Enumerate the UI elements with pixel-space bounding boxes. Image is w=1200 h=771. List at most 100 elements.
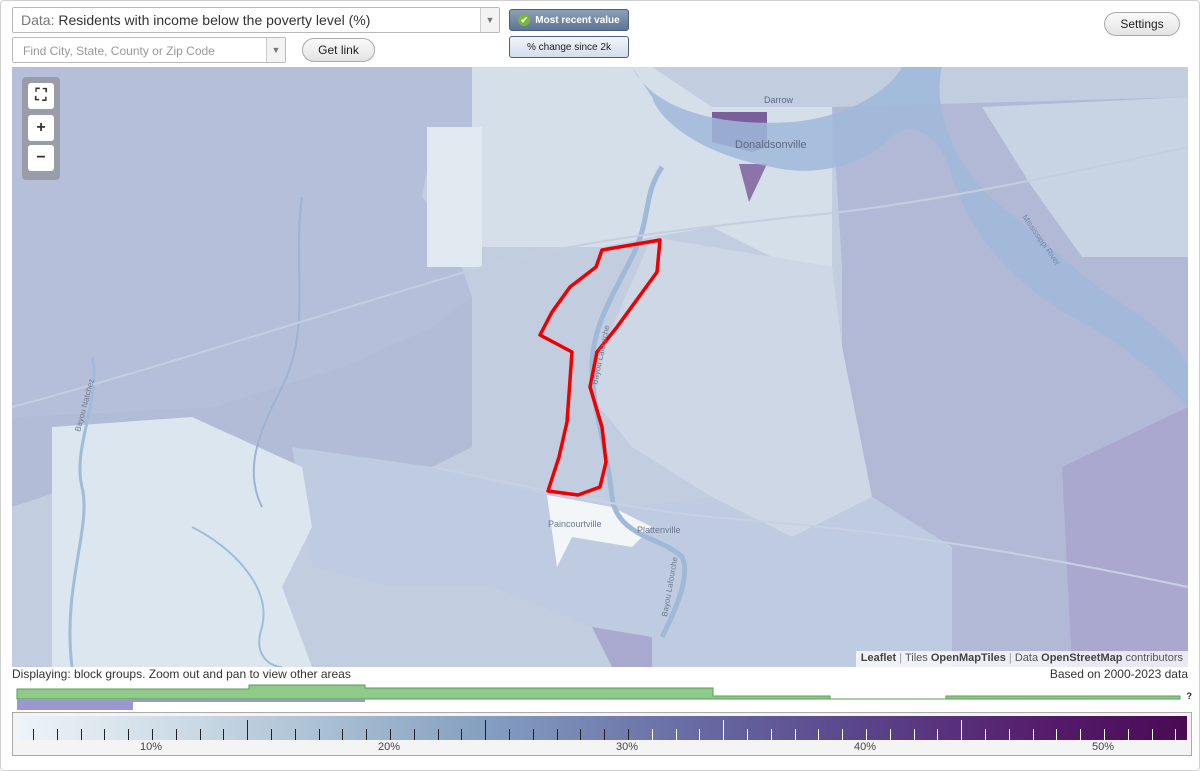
block-group-lowland[interactable]: [52, 417, 312, 667]
unknown-value-mark: ?: [1186, 691, 1193, 701]
legend-tick-label: 20%: [377, 741, 401, 753]
block-group-south-patch[interactable]: [592, 627, 652, 667]
legend-minor-tick: [532, 729, 534, 740]
percent-change-toggle[interactable]: % change since 2k: [509, 36, 629, 58]
place-label-darrow: Darrow: [764, 95, 794, 105]
openmaptiles-link[interactable]: OpenMapTiles: [930, 652, 1006, 664]
bayou-natchez: [68, 356, 96, 667]
legend-minor-tick: [1032, 729, 1034, 740]
place-label-donaldsonville: Donaldsonville: [735, 139, 807, 151]
zoom-in-icon[interactable]: +: [28, 115, 54, 141]
legend-major-tick: [247, 720, 249, 740]
legend-minor-tick: [509, 729, 510, 740]
legend-minor-tick: [342, 729, 344, 740]
legend-minor-tick: [271, 729, 272, 740]
place-label-plattenville: Plattenville: [637, 525, 681, 535]
block-group-west[interactable]: [12, 67, 472, 417]
block-group-northeast[interactable]: [982, 97, 1188, 257]
legend-minor-tick: [699, 729, 701, 740]
most-recent-value-toggle[interactable]: ✔ Most recent value: [509, 9, 629, 31]
legend-minor-tick: [56, 729, 58, 740]
histogram-selection-bar: [17, 699, 249, 702]
legend-minor-tick: [1175, 729, 1177, 740]
histogram-area: [16, 684, 1181, 700]
legend-minor-tick: [794, 729, 796, 740]
data-variable-select[interactable]: Data: Residents with income below the po…: [12, 7, 500, 33]
color-scale-bar: [17, 716, 1187, 740]
get-link-button[interactable]: Get link: [302, 38, 375, 62]
data-variable-value: Residents with income below the poverty …: [58, 12, 371, 28]
histogram-selection-bar: [17, 702, 133, 710]
legend-minor-tick: [842, 729, 844, 740]
legend-minor-tick: [675, 729, 677, 740]
legend-minor-tick: [175, 729, 177, 740]
map-canvas[interactable]: Darrow Donaldsonville Paincourtville Pla…: [12, 67, 1188, 667]
legend-major-tick: [723, 720, 725, 740]
legend-minor-tick: [556, 729, 558, 740]
legend-minor-tick: [1008, 729, 1010, 740]
block-group-north-strip[interactable]: [427, 127, 482, 267]
block-group-southeast[interactable]: [1062, 407, 1188, 667]
zoom-out-icon[interactable]: −: [28, 145, 54, 171]
legend-minor-tick: [818, 729, 820, 740]
legend-minor-tick: [937, 729, 939, 740]
legend-minor-tick: [1151, 729, 1153, 740]
legend-minor-tick: [294, 729, 296, 740]
checkmark-icon: ✔: [518, 14, 531, 26]
legend-tick-label: 30%: [615, 741, 639, 753]
legend-tick-label: 40%: [853, 741, 877, 753]
legend-minor-tick: [1104, 729, 1105, 740]
highway-road: [12, 146, 1188, 408]
fullscreen-icon[interactable]: ⛶: [28, 83, 54, 109]
most-recent-value-label: Most recent value: [535, 14, 620, 26]
legend-major-tick: [485, 720, 487, 740]
legend-minor-tick: [199, 729, 201, 740]
color-scale-legend[interactable]: 10% 20% 30% 40% 50%: [12, 712, 1192, 756]
legend-minor-tick: [747, 729, 748, 740]
settings-button[interactable]: Settings: [1104, 12, 1180, 36]
legend-minor-tick: [628, 729, 629, 740]
legend-minor-tick: [604, 729, 606, 740]
location-search[interactable]: ▼: [12, 37, 286, 63]
selected-area-outline[interactable]: [538, 238, 662, 497]
data-source-note: Based on 2000-2023 data: [1049, 667, 1188, 681]
legend-minor-tick: [651, 729, 653, 740]
legend-minor-tick: [128, 729, 130, 740]
legend-minor-tick: [985, 729, 986, 740]
legend-minor-tick: [152, 729, 153, 740]
stream: [191, 526, 283, 667]
block-group-south[interactable]: [292, 447, 952, 667]
openstreetmap-link[interactable]: OpenStreetMap: [1041, 652, 1123, 664]
stream: [252, 196, 303, 508]
legend-minor-tick: [1080, 729, 1082, 740]
location-search-input[interactable]: [21, 39, 270, 63]
legend-minor-tick: [461, 729, 463, 740]
chevron-down-icon[interactable]: ▼: [480, 8, 499, 32]
paincourtville-area: [547, 495, 652, 567]
legend-minor-tick: [866, 729, 867, 740]
mississippi-river: [632, 67, 1188, 407]
chevron-down-icon[interactable]: ▼: [266, 38, 285, 62]
histogram-selection-bar: [249, 699, 365, 702]
legend-minor-tick: [1127, 729, 1129, 740]
leaflet-link[interactable]: Leaflet: [860, 652, 897, 664]
block-group-donaldsonville-mid[interactable]: [739, 164, 767, 202]
display-level-note: Displaying: block groups. Zoom out and p…: [12, 667, 351, 681]
legend-tick-label: 10%: [139, 741, 163, 753]
legend-minor-tick: [889, 729, 891, 740]
legend-minor-tick: [318, 729, 320, 740]
choropleth-map: Darrow Donaldsonville Paincourtville Pla…: [12, 67, 1188, 667]
legend-minor-tick: [913, 729, 915, 740]
legend-minor-tick: [437, 729, 439, 740]
place-label-paincourtville: Paincourtville: [548, 519, 602, 529]
block-group-central-east[interactable]: [592, 237, 872, 537]
legend-tick-label: 50%: [1091, 741, 1115, 753]
value-histogram: [16, 684, 1181, 710]
legend-minor-tick: [104, 729, 106, 740]
legend-minor-tick: [33, 729, 34, 740]
legend-minor-tick: [366, 729, 368, 740]
map-zoom-control: ⛶ + −: [22, 77, 60, 180]
legend-minor-tick: [80, 729, 82, 740]
legend-minor-tick: [1056, 729, 1058, 740]
legend-minor-tick: [223, 729, 225, 740]
